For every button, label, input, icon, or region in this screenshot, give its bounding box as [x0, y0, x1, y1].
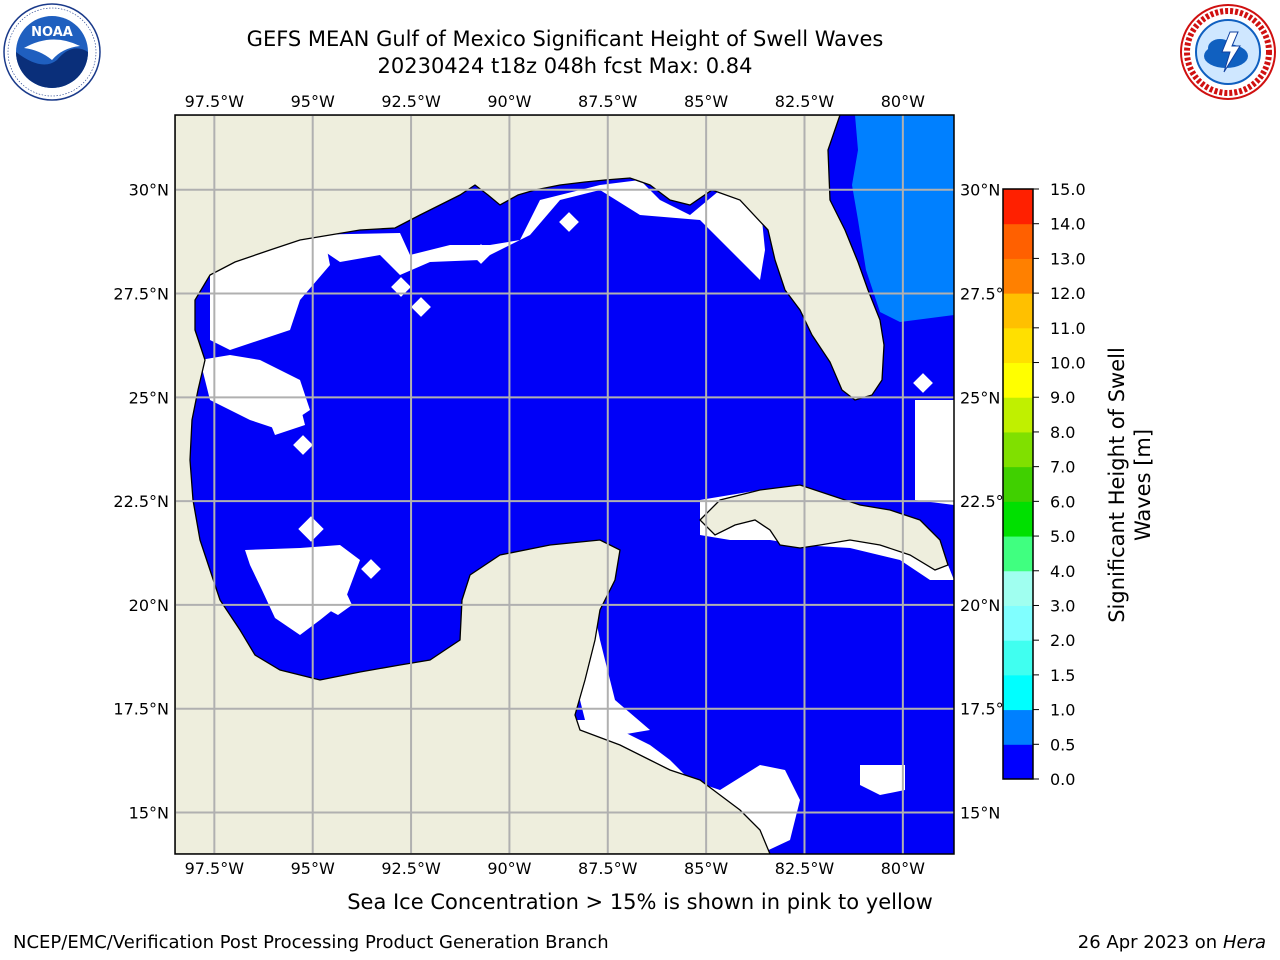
sea-ice-note: Sea Ice Concentration > 15% is shown in …: [347, 890, 933, 914]
colorbar-bin: [1003, 362, 1033, 398]
lat-tick-label-left: 17.5°N: [113, 700, 169, 719]
lon-tick-label-top: 82.5°W: [775, 92, 835, 111]
nws-logo: [1180, 4, 1276, 100]
lon-tick-label-top: 80°W: [881, 92, 925, 111]
lon-tick-label-bottom: 82.5°W: [775, 859, 835, 878]
colorbar-tick-label: 0.0: [1050, 770, 1075, 789]
colorbar-bin: [1003, 223, 1033, 259]
colorbar-frame: [1002, 188, 1034, 780]
colorbar-tick-label: 13.0: [1050, 249, 1086, 268]
date-text: 26 Apr 2023 on: [1077, 932, 1223, 953]
lon-tick-label-top: 97.5°W: [185, 92, 245, 111]
lat-tick-label-right: 15°N: [960, 803, 1000, 822]
colorbar-tick-label: 9.0: [1050, 388, 1075, 407]
lat-tick-label-right: 20°N: [960, 596, 1000, 615]
colorbar-bin: [1003, 640, 1033, 676]
lon-tick-label-top: 90°W: [487, 92, 531, 111]
colorbar-tick-label: 10.0: [1050, 354, 1086, 373]
colorbar: 15.0 14.0 13.0 12.0 11.0 10.0 9.0 8.0 7.0 6.0 5.0 4…: [1002, 180, 1086, 789]
colorbar-bin: [1003, 744, 1033, 780]
lon-tick-label-top: 85°W: [684, 92, 728, 111]
lon-tick-label-top: 92.5°W: [381, 92, 441, 111]
noaa-logo: NOAA: [3, 3, 101, 101]
colorbar-bin: [1003, 536, 1033, 572]
colorbar-label-line1: Significant Height of Swell: [1105, 347, 1129, 623]
host-name: Hera: [1222, 932, 1266, 953]
colorbar-bin: [1003, 674, 1033, 711]
colorbar-tick-label: 3.0: [1050, 596, 1075, 615]
credit-line: NCEP/EMC/Verification Post Processing Pr…: [13, 932, 609, 953]
lon-tick-label-bottom: 90°W: [487, 859, 531, 878]
colorbar-tick-label: 1.5: [1050, 666, 1075, 685]
colorbar-tick-label: 7.0: [1050, 458, 1075, 477]
colorbar-bin: [1003, 293, 1033, 329]
colorbar-bin: [1003, 570, 1033, 606]
lon-tick-label-bottom: 95°W: [291, 859, 335, 878]
plot-title: GEFS MEAN Gulf of Mexico Significant Hei…: [246, 27, 884, 51]
lat-tick-label-left: 27.5°N: [113, 285, 169, 304]
lat-tick-label-right: 22.5°N: [960, 492, 1016, 511]
svg-text:NOAA: NOAA: [31, 25, 73, 40]
colorbar-bin: [1003, 258, 1033, 294]
colorbar-tick-label: 5.0: [1050, 527, 1075, 546]
lat-tick-label-left: 15°N: [129, 803, 169, 822]
lat-tick-label-right: 17.5°N: [960, 700, 1016, 719]
colorbar-label-line2: Waves [m]: [1131, 429, 1155, 541]
gridlines: [175, 115, 954, 854]
colorbar-bin: [1003, 466, 1033, 502]
colorbar-bin: [1003, 189, 1033, 225]
colorbar-tick-label: 2.0: [1050, 631, 1075, 650]
colorbar-bin: [1003, 431, 1033, 468]
lat-tick-label-left: 25°N: [129, 388, 169, 407]
lon-tick-label-bottom: 80°W: [881, 859, 925, 878]
lon-tick-label-top: 87.5°W: [578, 92, 638, 111]
plot-subtitle: 20230424 t18z 048h fcst Max: 0.84: [377, 54, 753, 78]
colorbar-tick-label: 0.5: [1050, 735, 1075, 754]
colorbar-tick-label: 12.0: [1050, 284, 1086, 303]
axis-tick-labels: 97.5°W 97.5°W 95°W 95°W 92.5°W 92.5°W 90°W 90°W…: [113, 92, 1015, 878]
lat-tick-label-left: 22.5°N: [113, 492, 169, 511]
colorbar-tick-label: 15.0: [1050, 180, 1086, 199]
lon-tick-label-bottom: 85°W: [684, 859, 728, 878]
colorbar-bin: [1003, 397, 1033, 433]
lon-tick-label-bottom: 87.5°W: [578, 859, 638, 878]
lat-tick-label-right: 25°N: [960, 388, 1000, 407]
map-frame: [174, 114, 955, 855]
colorbar-tick-label: 4.0: [1050, 562, 1075, 581]
lat-tick-label-left: 20°N: [129, 596, 169, 615]
lat-tick-label-right: 27.5°N: [960, 285, 1016, 304]
colorbar-bin: [1003, 709, 1033, 745]
lat-tick-label-left: 30°N: [129, 181, 169, 200]
colorbar-tick-label: 8.0: [1050, 423, 1075, 442]
colorbar-tick-label: 14.0: [1050, 215, 1086, 234]
lon-tick-label-bottom: 92.5°W: [381, 859, 441, 878]
lon-tick-label-top: 95°W: [291, 92, 335, 111]
lon-tick-label-bottom: 97.5°W: [185, 859, 245, 878]
date-line: 26 Apr 2023 on Hera: [1078, 932, 1266, 953]
colorbar-bin: [1003, 327, 1033, 364]
colorbar-tick-label: 11.0: [1050, 319, 1086, 338]
colorbar-tick-label: 6.0: [1050, 492, 1075, 511]
lat-tick-label-right: 30°N: [960, 181, 1000, 200]
colorbar-bin: [1003, 605, 1033, 641]
colorbar-tick-label: 1.0: [1050, 701, 1075, 720]
colorbar-bin: [1003, 501, 1033, 537]
